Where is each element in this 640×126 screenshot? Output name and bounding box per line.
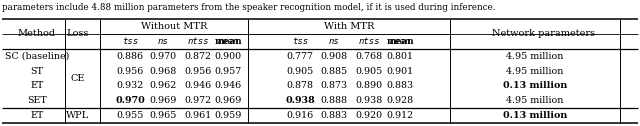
- Text: 0.938: 0.938: [285, 96, 315, 105]
- Text: tss: tss: [292, 37, 308, 46]
- Text: 0.965: 0.965: [149, 111, 177, 120]
- Text: 0.955: 0.955: [116, 111, 144, 120]
- Text: 0.13 million: 0.13 million: [503, 81, 567, 90]
- Text: mean: mean: [389, 37, 411, 46]
- Text: 0.872: 0.872: [184, 52, 211, 61]
- Text: ST: ST: [31, 67, 44, 75]
- Text: 0.883: 0.883: [321, 111, 348, 120]
- Text: 0.970: 0.970: [149, 52, 177, 61]
- Text: ET: ET: [30, 111, 44, 120]
- Text: 4.95 million: 4.95 million: [506, 52, 564, 61]
- Text: 0.969: 0.969: [214, 96, 242, 105]
- Text: 0.768: 0.768: [355, 52, 383, 61]
- Text: 0.883: 0.883: [387, 81, 413, 90]
- Text: 0.900: 0.900: [214, 52, 241, 61]
- Text: SET: SET: [27, 96, 47, 105]
- Text: 0.962: 0.962: [149, 81, 177, 90]
- Text: 4.95 million: 4.95 million: [506, 96, 564, 105]
- Text: 0.938: 0.938: [355, 96, 383, 105]
- Text: 0.905: 0.905: [355, 67, 383, 75]
- Text: 0.878: 0.878: [287, 81, 314, 90]
- Text: 0.873: 0.873: [321, 81, 348, 90]
- Text: Network parameters: Network parameters: [492, 29, 596, 38]
- Text: 0.959: 0.959: [214, 111, 242, 120]
- Text: 0.957: 0.957: [214, 67, 242, 75]
- Text: mean: mean: [386, 37, 414, 46]
- Text: 0.912: 0.912: [387, 111, 413, 120]
- Text: 0.888: 0.888: [321, 96, 348, 105]
- Text: 0.886: 0.886: [116, 52, 143, 61]
- Text: CE: CE: [71, 74, 85, 83]
- Text: 0.890: 0.890: [355, 81, 383, 90]
- Text: 0.969: 0.969: [149, 96, 177, 105]
- Text: mean: mean: [214, 37, 242, 46]
- Text: 0.928: 0.928: [387, 96, 413, 105]
- Text: 0.946: 0.946: [214, 81, 242, 90]
- Text: 0.901: 0.901: [387, 67, 413, 75]
- Text: parameters include 4.88 million parameters from the speaker recognition model, i: parameters include 4.88 million paramete…: [2, 3, 495, 12]
- Text: 0.13 million: 0.13 million: [503, 111, 567, 120]
- Text: 0.946: 0.946: [184, 81, 212, 90]
- Text: With MTR: With MTR: [324, 22, 374, 31]
- Text: mean: mean: [217, 37, 239, 46]
- Text: 0.801: 0.801: [387, 52, 413, 61]
- Text: tss: tss: [122, 37, 138, 46]
- Text: WPL: WPL: [67, 111, 90, 120]
- Text: 0.885: 0.885: [321, 67, 348, 75]
- Text: SC (baseline): SC (baseline): [5, 52, 69, 61]
- Text: 0.968: 0.968: [149, 67, 177, 75]
- Text: Loss: Loss: [67, 29, 89, 38]
- Text: 0.972: 0.972: [184, 96, 212, 105]
- Text: 0.970: 0.970: [115, 96, 145, 105]
- Text: 0.908: 0.908: [321, 52, 348, 61]
- Text: ntss: ntss: [188, 37, 209, 46]
- Text: 0.956: 0.956: [116, 67, 144, 75]
- Text: ntss: ntss: [358, 37, 380, 46]
- Text: Method: Method: [18, 29, 56, 38]
- Text: 0.777: 0.777: [287, 52, 314, 61]
- Text: ns: ns: [328, 37, 339, 46]
- Text: 0.961: 0.961: [184, 111, 212, 120]
- Text: Without MTR: Without MTR: [141, 22, 207, 31]
- Text: 0.920: 0.920: [355, 111, 383, 120]
- Text: 0.956: 0.956: [184, 67, 212, 75]
- Text: 0.932: 0.932: [116, 81, 143, 90]
- Text: ET: ET: [30, 81, 44, 90]
- Text: ns: ns: [157, 37, 168, 46]
- Text: 0.905: 0.905: [286, 67, 314, 75]
- Text: 4.95 million: 4.95 million: [506, 67, 564, 75]
- Text: 0.916: 0.916: [286, 111, 314, 120]
